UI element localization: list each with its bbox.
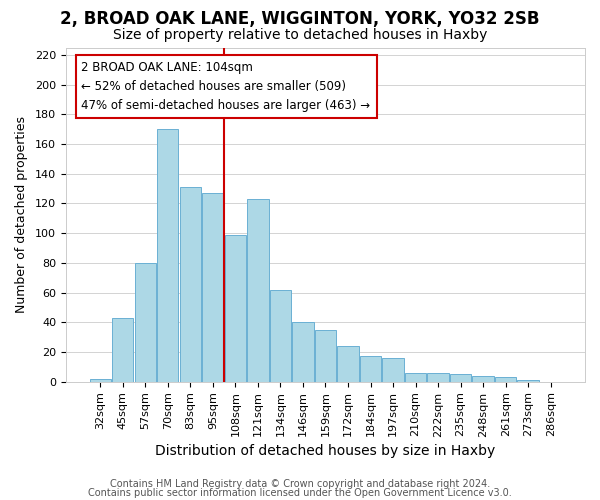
Text: Contains HM Land Registry data © Crown copyright and database right 2024.: Contains HM Land Registry data © Crown c…: [110, 479, 490, 489]
Bar: [292, 322, 314, 382]
Bar: [360, 356, 381, 382]
Bar: [247, 199, 269, 382]
Bar: [179, 187, 201, 382]
Bar: [112, 318, 133, 382]
Bar: [224, 234, 246, 382]
Text: 2 BROAD OAK LANE: 104sqm
← 52% of detached houses are smaller (509)
47% of semi-: 2 BROAD OAK LANE: 104sqm ← 52% of detach…: [82, 61, 371, 112]
Text: Contains public sector information licensed under the Open Government Licence v3: Contains public sector information licen…: [88, 488, 512, 498]
Bar: [157, 129, 178, 382]
Bar: [517, 380, 539, 382]
Bar: [134, 263, 156, 382]
Bar: [495, 378, 517, 382]
Bar: [270, 290, 291, 382]
Bar: [202, 193, 224, 382]
Bar: [382, 358, 404, 382]
Bar: [315, 330, 336, 382]
Y-axis label: Number of detached properties: Number of detached properties: [15, 116, 28, 313]
Bar: [405, 373, 426, 382]
Bar: [89, 378, 111, 382]
Text: Size of property relative to detached houses in Haxby: Size of property relative to detached ho…: [113, 28, 487, 42]
Bar: [427, 373, 449, 382]
X-axis label: Distribution of detached houses by size in Haxby: Distribution of detached houses by size …: [155, 444, 496, 458]
Bar: [450, 374, 472, 382]
Bar: [472, 376, 494, 382]
Text: 2, BROAD OAK LANE, WIGGINTON, YORK, YO32 2SB: 2, BROAD OAK LANE, WIGGINTON, YORK, YO32…: [60, 10, 540, 28]
Bar: [337, 346, 359, 382]
